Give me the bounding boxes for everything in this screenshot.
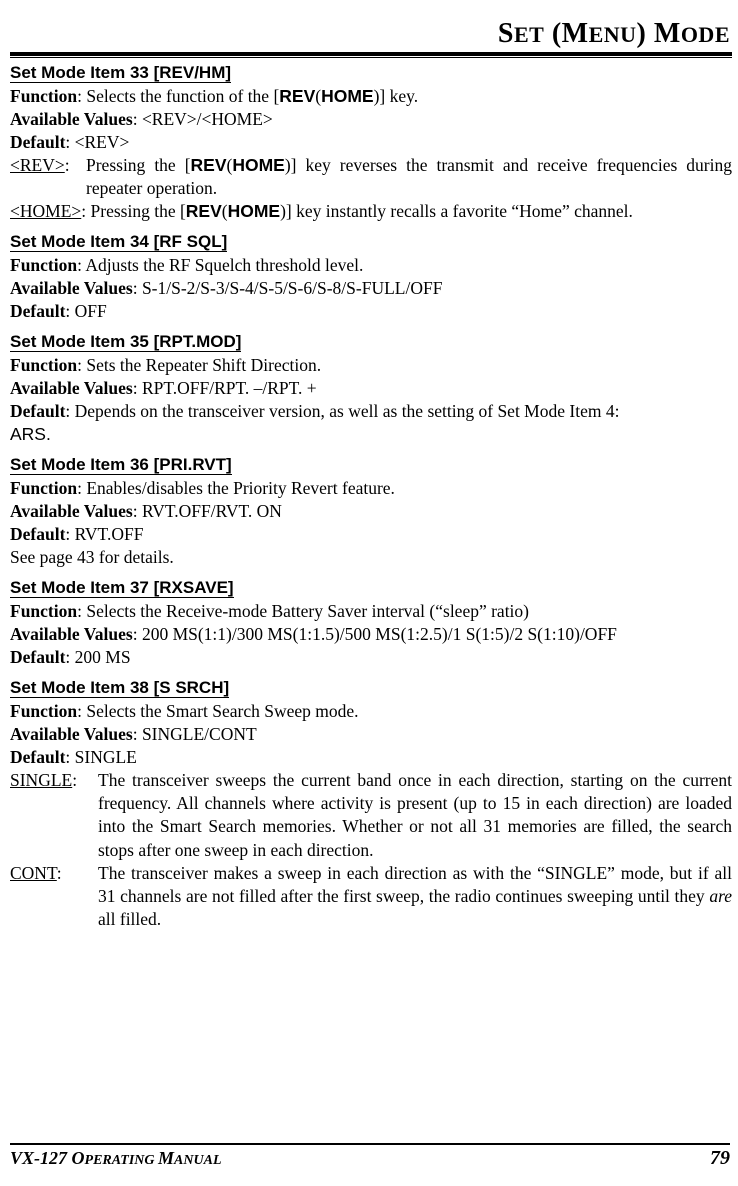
section-36: Set Mode Item 36 [PRI.RVT] Function: Ena…	[10, 456, 732, 569]
section-33: Set Mode Item 33 [REV/HM] Function: Sele…	[10, 64, 732, 223]
page-title: SET (MENU) MODE	[10, 18, 732, 50]
section-34: Set Mode Item 34 [RF SQL] Function: Adju…	[10, 233, 732, 323]
default-34: Default: OFF	[10, 300, 732, 323]
page-footer: VX-127 OPERATING MANUAL 79	[10, 1143, 730, 1170]
func-34: Function: Adjusts the RF Squelch thresho…	[10, 254, 732, 277]
func-35: Function: Sets the Repeater Shift Direct…	[10, 354, 732, 377]
avail-37: Available Values: 200 MS(1:1)/300 MS(1:1…	[10, 623, 732, 646]
home-line-33: <HOME>: Pressing the [REV(HOME)] key ins…	[10, 200, 732, 223]
func-38: Function: Selects the Smart Search Sweep…	[10, 700, 732, 723]
avail-34: Available Values: S-1/S-2/S-3/S-4/S-5/S-…	[10, 277, 732, 300]
func-36: Function: Enables/disables the Priority …	[10, 477, 732, 500]
func-33: Function: Selects the function of the [R…	[10, 85, 732, 108]
heading-34: Set Mode Item 34 [RF SQL]	[10, 232, 227, 252]
heading-36: Set Mode Item 36 [PRI.RVT]	[10, 455, 232, 475]
rev-line-33: <REV>: Pressing the [REV(HOME)] key reve…	[10, 154, 732, 200]
heading-37: Set Mode Item 37 [RXSAVE]	[10, 578, 234, 598]
default-38: Default: SINGLE	[10, 746, 732, 769]
avail-35: Available Values: RPT.OFF/RPT. –/RPT. +	[10, 377, 732, 400]
heading-33: Set Mode Item 33 [REV/HM]	[10, 63, 231, 83]
section-35: Set Mode Item 35 [RPT.MOD] Function: Set…	[10, 333, 732, 446]
title-rule-thin	[10, 57, 732, 58]
cont-38: CONT: The transceiver makes a sweep in e…	[10, 862, 732, 931]
func-37: Function: Selects the Receive-mode Batte…	[10, 600, 732, 623]
default-37: Default: 200 MS	[10, 646, 732, 669]
section-37: Set Mode Item 37 [RXSAVE] Function: Sele…	[10, 579, 732, 669]
page-number: 79	[710, 1147, 730, 1170]
heading-38: Set Mode Item 38 [S SRCH]	[10, 678, 229, 698]
default-36: Default: RVT.OFF	[10, 523, 732, 546]
single-38: SINGLE: The transceiver sweeps the curre…	[10, 769, 732, 861]
see-36: See page 43 for details.	[10, 546, 732, 569]
section-38: Set Mode Item 38 [S SRCH] Function: Sele…	[10, 679, 732, 931]
title-rule-thick	[10, 52, 732, 56]
default-35b: ARS.	[10, 423, 732, 446]
default-33: Default: <REV>	[10, 131, 732, 154]
footer-left: VX-127 OPERATING MANUAL	[10, 1148, 222, 1169]
footer-rule	[10, 1143, 730, 1145]
avail-38: Available Values: SINGLE/CONT	[10, 723, 732, 746]
avail-33: Available Values: <REV>/<HOME>	[10, 108, 732, 131]
avail-36: Available Values: RVT.OFF/RVT. ON	[10, 500, 732, 523]
heading-35: Set Mode Item 35 [RPT.MOD]	[10, 332, 241, 352]
default-35: Default: Depends on the transceiver vers…	[10, 400, 732, 423]
